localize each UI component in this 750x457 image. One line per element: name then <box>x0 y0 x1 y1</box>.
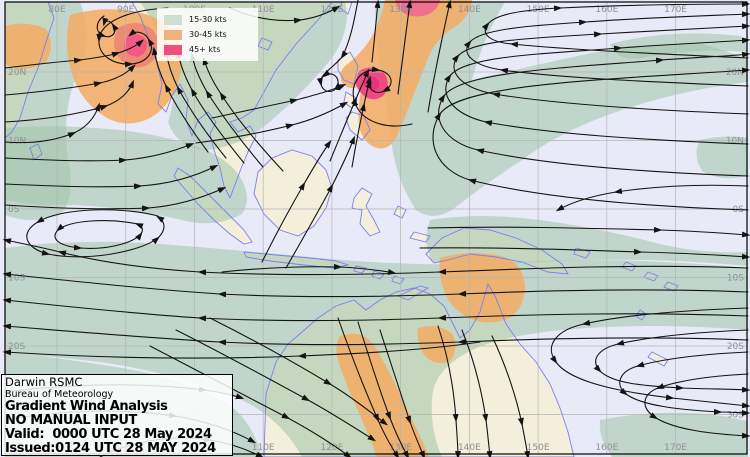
streamline <box>211 84 347 119</box>
legend-label: 45+ kts <box>189 45 221 54</box>
analysis-info-box: Darwin RSMC Bureau of Meteorology Gradie… <box>1 374 233 456</box>
streamline <box>4 143 195 164</box>
lat-label-left: 10N <box>8 137 26 147</box>
streamline <box>397 0 413 95</box>
streamline <box>352 66 413 127</box>
streamline <box>209 317 388 426</box>
lat-label-right: 20S <box>727 342 744 352</box>
lon-label-bottom: 170E <box>664 443 687 453</box>
bureau-name: Bureau of Meteorology <box>5 389 114 400</box>
lon-label-top: 80E <box>48 5 65 15</box>
legend-swatch <box>164 14 182 25</box>
product-title: Gradient Wind Analysis <box>5 399 168 414</box>
streamline <box>26 209 165 258</box>
wind-speed-legend: 15-30 kts 30-45 kts 45+ kts <box>157 8 258 61</box>
lon-label-top: 90E <box>117 5 134 15</box>
legend-label: 15-30 kts <box>189 15 227 24</box>
streamline <box>4 102 100 144</box>
streamline <box>2 297 749 322</box>
map-frame <box>4 1 748 455</box>
legend-item: 45+ kts <box>164 42 258 57</box>
lon-label-bottom: 160E <box>595 443 618 453</box>
lon-label-top: 130E <box>389 5 412 15</box>
streamline <box>4 79 134 123</box>
streamline <box>202 56 284 172</box>
streamline <box>149 345 353 457</box>
lon-label-bottom: 110E <box>252 443 275 453</box>
streamline <box>427 226 750 238</box>
lon-label-bottom: 140E <box>458 443 481 453</box>
lat-label-right: 10N <box>726 137 744 147</box>
lat-label-right: 20N <box>726 68 744 78</box>
streamline <box>316 0 359 93</box>
lat-label-left: 0S <box>8 205 20 215</box>
streamline <box>437 325 461 457</box>
streamline <box>4 164 219 190</box>
valid-time: Valid: 0000 UTC 28 May 2024 <box>5 427 212 442</box>
streamline <box>491 335 531 457</box>
legend-swatch <box>164 44 182 55</box>
lon-label-top: 110E <box>252 5 275 15</box>
issued-time: Issued:0124 UTC 28 MAY 2024 <box>5 441 216 456</box>
streamline <box>371 0 381 63</box>
streamline <box>54 220 144 251</box>
legend-label: 30-45 kts <box>189 30 227 39</box>
streamline <box>4 186 227 212</box>
streamline <box>195 101 349 144</box>
streamline <box>96 15 119 38</box>
manual-input-note: NO MANUAL INPUT <box>5 413 138 428</box>
lat-label-left: 20S <box>8 342 25 352</box>
streamline <box>644 373 750 439</box>
lat-label-right: 10S <box>727 274 744 284</box>
streamline <box>2 271 749 298</box>
streamline <box>461 329 493 457</box>
streamline <box>555 184 749 212</box>
lon-label-top: 140E <box>458 5 481 15</box>
legend-item: 15-30 kts <box>164 12 258 27</box>
agency-name: Darwin RSMC <box>5 375 83 389</box>
streamline <box>419 247 750 260</box>
legend-item: 30-45 kts <box>164 27 258 42</box>
lon-label-top: 170E <box>664 5 687 15</box>
legend-swatch <box>164 29 182 40</box>
lat-label-left: 20N <box>8 68 26 78</box>
streamline <box>379 329 425 457</box>
lon-label-bottom: 150E <box>527 443 550 453</box>
